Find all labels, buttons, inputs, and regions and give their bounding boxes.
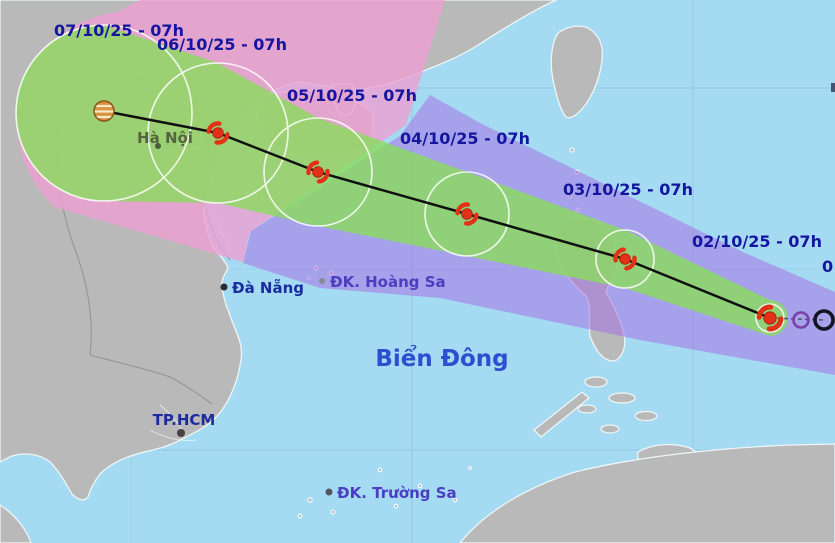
uncertainty-circle <box>263 117 373 227</box>
land-borneo <box>459 443 835 543</box>
forecast-label-06-10: 06/10/25 - 07h <box>157 35 287 54</box>
uncertainty-circle <box>595 229 655 289</box>
land-island <box>608 392 636 404</box>
uncertainty-circles <box>15 24 785 333</box>
land-island <box>577 404 597 414</box>
place-dot-ha-noi <box>155 143 161 149</box>
land-island <box>600 424 620 434</box>
forecast-label-07-10: 07/10/25 - 07h <box>54 21 184 40</box>
land-islet <box>297 513 303 519</box>
low-pressure-icon <box>93 100 115 122</box>
place-label-da-nang: Đà Nẵng <box>232 278 304 297</box>
land-islet <box>452 497 458 503</box>
forecast-label-04-10: 04/10/25 - 07h <box>400 129 530 148</box>
uncertainty-circle <box>755 303 785 333</box>
forecast-label-partial-edge: 0 <box>822 257 833 276</box>
place-dot-hoang-sa <box>319 278 325 284</box>
place-dot-tp-hcm <box>177 429 185 437</box>
place-label-truong-sa: ĐK. Trường Sa <box>337 484 457 502</box>
sea-label: Biển Đông <box>375 344 508 372</box>
past-position-ring-black <box>813 309 835 331</box>
land-islet <box>569 147 575 153</box>
land-islet <box>307 497 313 503</box>
place-label-hoang-sa: ĐK. Hoàng Sa <box>330 273 446 291</box>
track-line <box>102 109 772 320</box>
land-palawan <box>533 391 590 438</box>
land-island <box>634 410 658 422</box>
land-islet <box>467 465 473 471</box>
place-label-tp-hcm: TP.HCM <box>153 411 216 429</box>
uncertainty-circle <box>15 24 193 202</box>
forecast-cone-green <box>15 25 789 336</box>
place-label-ha-noi: Hà Nội <box>137 129 193 147</box>
past-position-ring-purple <box>792 311 810 329</box>
land-islet <box>377 467 383 473</box>
place-dot-da-nang <box>220 283 228 291</box>
edge-cutoff-mark <box>831 83 835 92</box>
land-malay-peninsula <box>0 504 32 543</box>
forecast-label-02-10: 02/10/25 - 07h <box>692 232 822 251</box>
land-islet <box>393 503 399 509</box>
land-islet <box>417 483 423 489</box>
forecast-label-03-10: 03/10/25 - 07h <box>563 180 693 199</box>
uncertainty-circle <box>424 171 510 257</box>
land-taiwan <box>550 25 604 119</box>
place-dot-truong-sa <box>325 488 333 496</box>
uncertainty-circle <box>147 62 289 204</box>
land-island <box>584 376 608 388</box>
land-islet <box>330 509 336 515</box>
forecast-label-05-10: 05/10/25 - 07h <box>287 86 417 105</box>
